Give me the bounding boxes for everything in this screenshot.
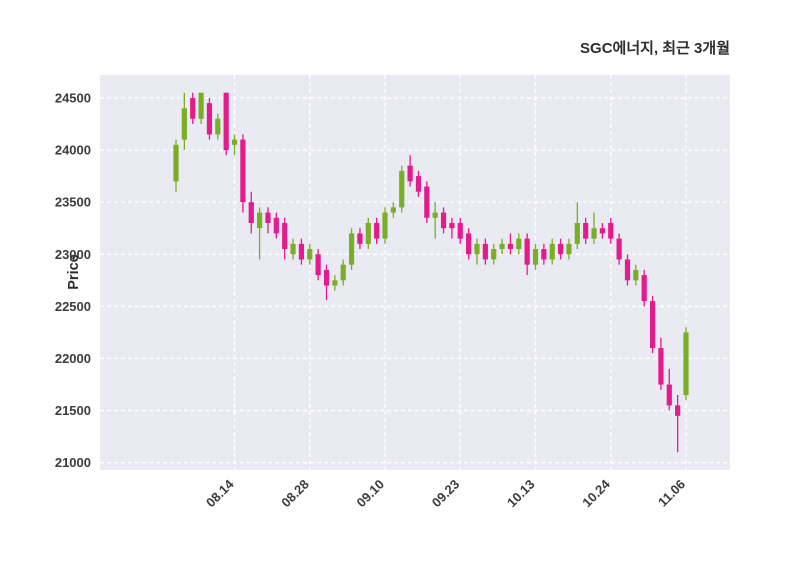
candle-body <box>198 92 204 119</box>
candle-body <box>466 233 472 255</box>
candle-body <box>599 228 605 234</box>
candle-body <box>549 243 555 260</box>
candle-body <box>206 103 213 135</box>
candle-body <box>524 238 530 265</box>
x-tick-label: 10.24 <box>579 476 613 510</box>
candle-body <box>591 228 597 239</box>
candle-body <box>323 269 330 286</box>
candle-body <box>273 217 279 234</box>
candle-body <box>190 97 196 119</box>
chart-title: SGC에너지, 최근 3개월 <box>580 39 730 57</box>
candle-body <box>675 405 681 416</box>
candle-body <box>566 243 572 255</box>
candle-body <box>307 249 313 260</box>
x-tick-label: 11.06 <box>655 477 688 510</box>
candle-body <box>449 222 455 229</box>
candle-body <box>541 249 547 260</box>
y-tick-label: 21500 <box>55 403 91 418</box>
candles-series <box>173 92 689 453</box>
candle-body <box>407 165 413 182</box>
candle-body <box>315 254 321 276</box>
candle-body <box>491 249 497 260</box>
candle-body <box>215 118 221 135</box>
candle-body <box>282 222 288 250</box>
y-tick-label: 23500 <box>55 195 91 210</box>
candle-body <box>557 243 564 255</box>
candle-body <box>290 243 296 255</box>
candle-body <box>248 202 254 223</box>
candle-body <box>641 275 647 302</box>
candle-body <box>382 212 388 239</box>
candle-body <box>574 222 580 244</box>
candle-body <box>424 186 430 218</box>
candle-body <box>332 280 338 286</box>
candle-body <box>666 384 672 406</box>
candle-body <box>499 243 505 250</box>
x-tick-label: 10.13 <box>504 477 538 511</box>
y-tick-label: 24000 <box>55 143 91 158</box>
candle-body <box>474 243 480 255</box>
candle-body <box>532 249 539 265</box>
y-tick-label: 21000 <box>55 455 91 470</box>
candle-body <box>357 233 363 244</box>
candle-body <box>223 92 229 151</box>
candle-body <box>257 212 263 229</box>
candle-body <box>390 207 396 213</box>
candle-body <box>516 238 522 250</box>
candle-body <box>265 212 271 223</box>
x-tick-label: 08.28 <box>278 477 312 511</box>
candle-body <box>507 243 514 250</box>
candle-body <box>583 222 589 239</box>
y-tick-label: 22000 <box>55 351 91 366</box>
y-tick-label: 22500 <box>55 299 91 314</box>
candle-body <box>457 222 463 239</box>
candle-body <box>365 222 371 244</box>
candle-body <box>440 212 447 229</box>
y-tick-label: 24500 <box>55 90 91 105</box>
candle-body <box>616 238 622 260</box>
candle-body <box>348 233 355 265</box>
candle-body <box>231 139 238 145</box>
x-tick-label: 08.14 <box>203 476 237 510</box>
candle-body <box>340 264 346 281</box>
candle-body <box>658 348 664 385</box>
candle-body <box>240 139 246 203</box>
candle-body <box>482 243 488 260</box>
candle-body <box>374 222 380 239</box>
candle-body <box>683 332 689 395</box>
candle-body <box>633 269 639 281</box>
candle-body <box>624 259 631 281</box>
x-tick-label: 09.23 <box>429 477 463 511</box>
candle-body <box>415 176 422 192</box>
candle-body <box>298 243 305 260</box>
candle-body <box>173 144 179 182</box>
y-axis-label: Price <box>66 254 82 289</box>
candle-body <box>399 170 405 208</box>
y-tick-label: 23000 <box>55 247 91 262</box>
candle-body <box>608 222 614 239</box>
x-tick-label: 09.10 <box>354 477 388 511</box>
candle-body <box>432 212 438 218</box>
candle-body <box>649 301 656 349</box>
candle-body <box>181 108 187 140</box>
